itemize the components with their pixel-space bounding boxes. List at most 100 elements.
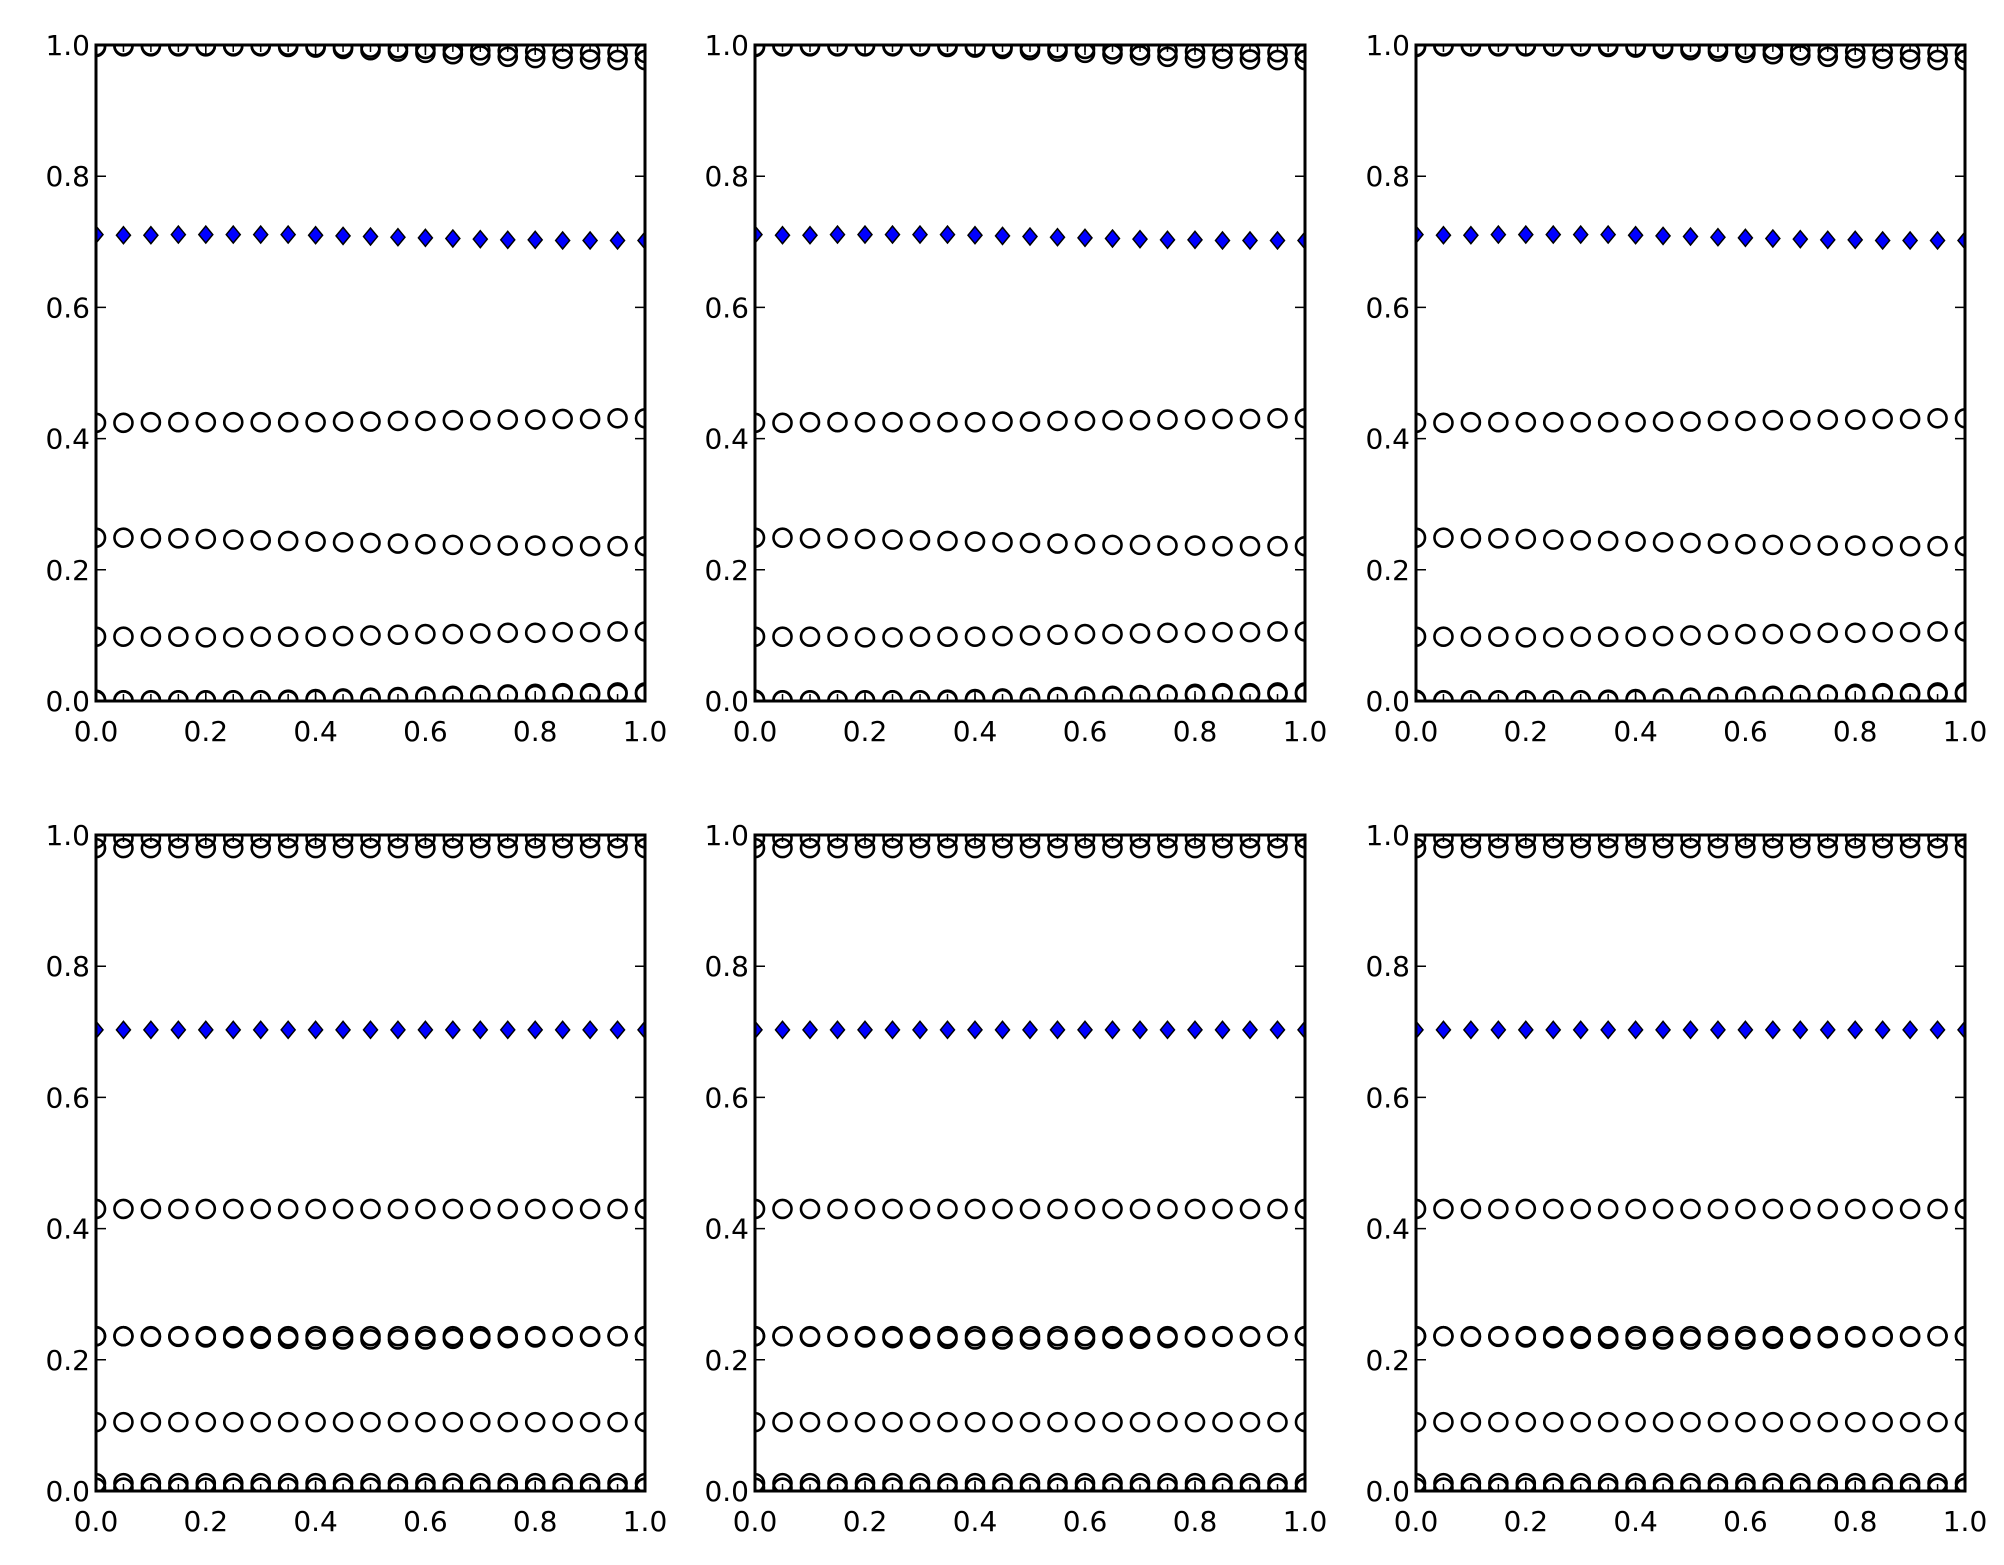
diamond-marker: [755, 1020, 763, 1040]
diamond-marker: [335, 226, 352, 246]
plus-marker: [1491, 694, 1506, 701]
plus-marker: [1765, 45, 1780, 52]
circle-marker: [1899, 408, 1921, 430]
circle-marker: [634, 835, 645, 849]
circle-marker: [1416, 626, 1427, 648]
circle-marker: [415, 410, 436, 432]
circle-marker: [634, 535, 645, 557]
circle-marker: [755, 412, 766, 434]
plus-marker: [336, 45, 351, 52]
plus-marker: [775, 835, 790, 842]
circle-marker: [1074, 1329, 1096, 1350]
circle-marker: [1927, 1411, 1948, 1433]
circle-marker: [1488, 626, 1509, 648]
circle-marker: [1239, 408, 1261, 430]
circle-marker: [1488, 1326, 1509, 1348]
diamond-marker: [1214, 230, 1231, 251]
axes-frame: [1414, 43, 1967, 703]
circle-marker: [140, 1198, 162, 1220]
circle-marker: [168, 1198, 189, 1220]
circle-marker: [1074, 1198, 1096, 1220]
x-tick-label: 0.2: [1504, 715, 1549, 748]
circle-marker: [827, 1198, 848, 1220]
diamond-marker: [1874, 230, 1891, 251]
circle-marker: [1416, 1198, 1427, 1220]
diamond-marker: [1462, 1020, 1479, 1040]
x-tick-label: 0.8: [1173, 1505, 1218, 1538]
plus-marker: [1463, 1484, 1478, 1491]
circle-marker: [1762, 1328, 1784, 1350]
circle-marker: [113, 626, 134, 648]
circle-marker: [1019, 835, 1041, 849]
circle-marker: [1212, 1411, 1233, 1433]
y-tick-label: 1.0: [45, 819, 90, 852]
plus-marker: [1710, 835, 1725, 842]
circle-marker: [1680, 532, 1701, 554]
circle-marker: [552, 684, 573, 701]
circle-marker: [1074, 623, 1096, 645]
plus-marker: [171, 1484, 186, 1491]
circle-marker: [1239, 1411, 1261, 1433]
circle-marker: [552, 408, 573, 430]
circle-marker: [1294, 835, 1305, 849]
circle-marker: [1954, 535, 1965, 557]
circle-marker: [909, 1411, 931, 1433]
plus-marker: [1463, 45, 1478, 52]
circle-marker: [1294, 1477, 1305, 1491]
circle-marker: [1790, 1411, 1811, 1433]
diamond-marker: [1416, 224, 1424, 245]
circle-marker: [140, 1477, 162, 1491]
circle-marker: [360, 411, 381, 432]
circle-marker: [1074, 533, 1096, 555]
circle-marker: [755, 45, 766, 58]
circle-marker: [1184, 622, 1206, 644]
plus-marker: [1133, 835, 1147, 842]
circle-marker: [1047, 45, 1068, 62]
circle-marker: [827, 528, 848, 549]
plus-marker: [1903, 1484, 1918, 1491]
plus-marker: [390, 1484, 405, 1491]
circle-marker: [1294, 621, 1305, 642]
circle-marker: [964, 531, 986, 552]
circle-marker: [882, 529, 903, 550]
circle-marker: [442, 623, 464, 645]
plus-marker: [1023, 694, 1037, 701]
circle-marker: [1762, 835, 1784, 849]
circle-marker: [360, 1411, 381, 1433]
circle-marker: [469, 623, 491, 644]
diamond-marker: [1627, 225, 1644, 245]
diamond-marker: [1297, 1020, 1305, 1040]
circle-marker: [552, 1326, 573, 1348]
circle-marker: [1872, 408, 1893, 430]
circle-marker: [755, 1325, 766, 1347]
plus-marker: [473, 835, 488, 842]
circle-marker: [854, 835, 876, 849]
diamond-marker: [1655, 1020, 1672, 1040]
plus-marker: [1875, 45, 1890, 52]
subplot-1: 0.0 0.2 0.4 0.6 0.8 1.0 0.0 0.2 0.4 0.6 0.8 1.0: [45, 29, 667, 748]
plus-marker: [1270, 694, 1285, 701]
circle-marker: [607, 683, 628, 701]
circle-marker: [524, 535, 546, 556]
circle-marker: [222, 1327, 244, 1349]
circle-marker: [415, 533, 436, 555]
circle-marker: [1212, 408, 1233, 430]
diamond-marker: [1655, 226, 1672, 246]
circle-marker: [1790, 1328, 1811, 1350]
diamond-marker: [1022, 1020, 1038, 1040]
circle-marker: [1762, 1411, 1784, 1433]
diamond-marker: [829, 224, 846, 245]
plus-marker: [363, 45, 378, 52]
diamond-marker: [582, 1020, 599, 1040]
circle-marker: [1488, 835, 1509, 849]
plus-marker: [1765, 1484, 1780, 1491]
circle-marker: [882, 1327, 903, 1349]
circle-marker: [277, 1198, 299, 1220]
circle-marker: [1570, 1477, 1591, 1491]
diamond-marker: [307, 225, 324, 245]
circle-marker: [1267, 835, 1288, 849]
plus-marker: [1463, 694, 1478, 701]
circle-marker: [1597, 411, 1619, 433]
circle-marker: [992, 625, 1013, 647]
diamond-marker: [444, 1020, 461, 1040]
